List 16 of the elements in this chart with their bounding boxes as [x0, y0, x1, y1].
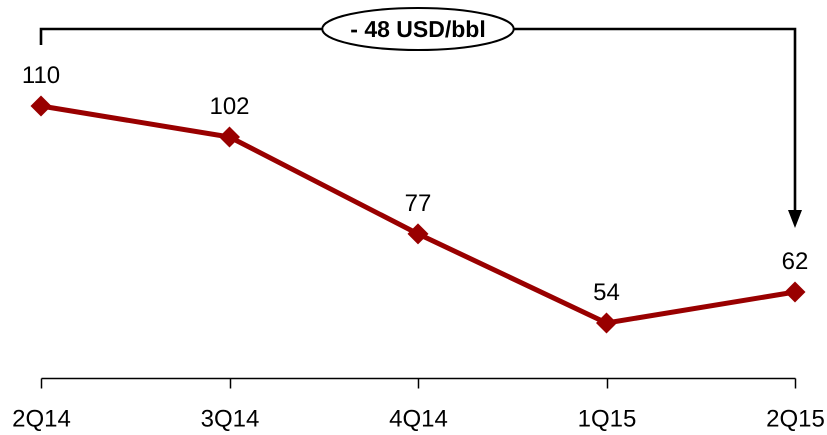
point	[219, 126, 240, 148]
data-label: 54	[593, 279, 620, 306]
data-label: 77	[404, 190, 432, 217]
point	[596, 312, 617, 334]
data-label: 110	[22, 62, 60, 89]
data-label: 102	[209, 93, 250, 120]
point	[30, 96, 52, 116]
point	[408, 223, 428, 244]
x-tick-label: 2Q14	[12, 406, 71, 432]
x-tick-label: 3Q14	[200, 406, 260, 432]
point	[784, 282, 806, 302]
x-tick-label: 2Q15	[766, 406, 825, 432]
x-tick-label: 4Q14	[389, 406, 448, 432]
data-label: 62	[782, 248, 808, 275]
text: - 48 USD/bbl	[350, 16, 486, 42]
x-tick-label: 1Q15	[578, 406, 636, 432]
